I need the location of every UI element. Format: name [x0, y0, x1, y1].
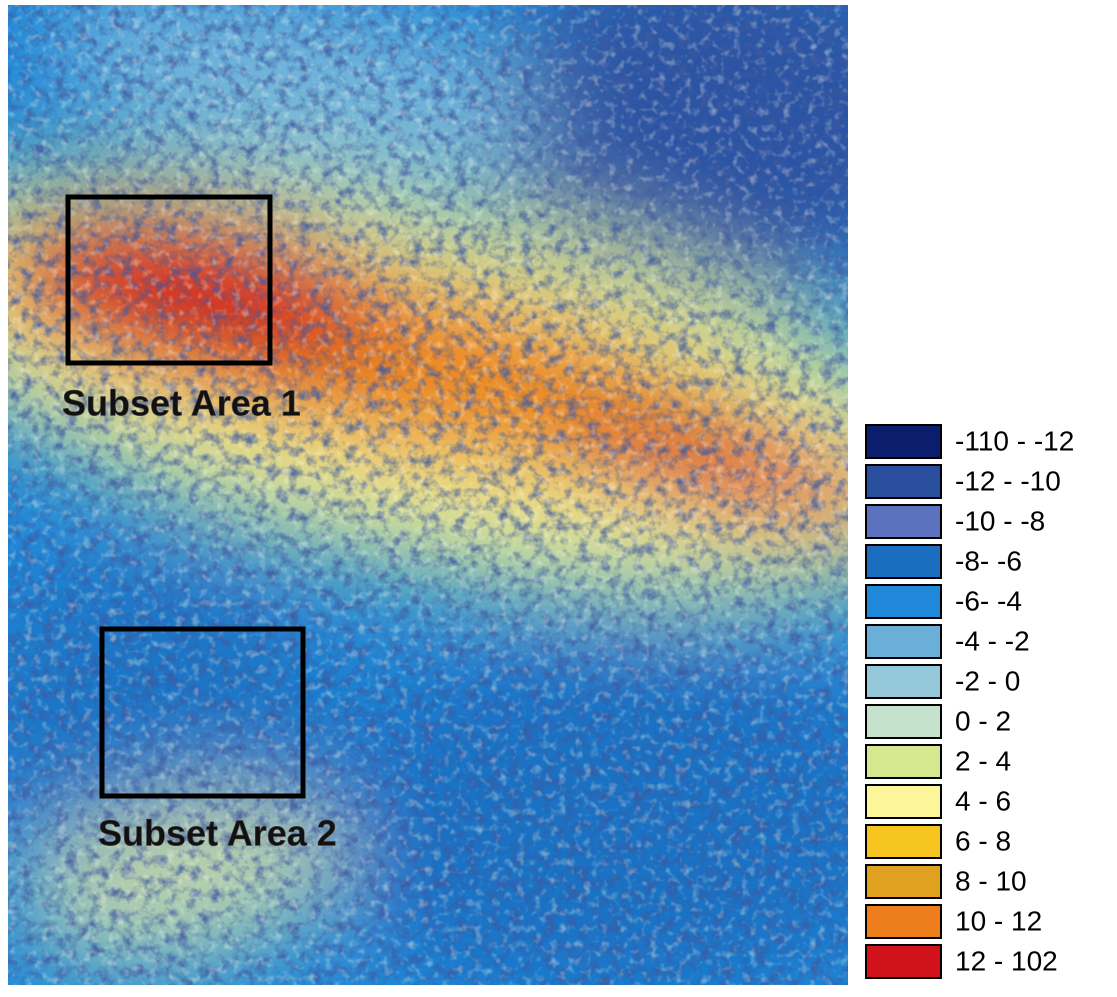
- subset-box: [65, 194, 273, 366]
- raster: [8, 5, 848, 985]
- legend-swatch: [865, 864, 942, 899]
- legend-label: -8- -6: [955, 545, 1022, 576]
- legend-swatch: [865, 664, 942, 699]
- legend-label: -4 - -2: [955, 625, 1030, 656]
- legend-swatch: [865, 464, 942, 499]
- legend-label: 6 - 8: [955, 825, 1011, 856]
- legend-label: -110 - -12: [955, 425, 1074, 456]
- legend-swatch: [865, 784, 942, 819]
- legend-swatch: [865, 744, 942, 779]
- legend-swatch: [865, 824, 942, 859]
- legend-label: 8 - 10: [955, 865, 1027, 896]
- legend-label: -6- -4: [955, 585, 1022, 616]
- legend-swatch: [865, 904, 942, 939]
- legend-label: -2 - 0: [955, 665, 1020, 696]
- legend-label: 4 - 6: [955, 785, 1011, 816]
- legend-swatch: [865, 704, 942, 739]
- legend-swatch: [865, 544, 942, 579]
- legend-swatch: [865, 504, 942, 539]
- legend-swatch: [865, 624, 942, 659]
- legend-label: 10 - 12: [955, 905, 1042, 936]
- legend-label: 2 - 4: [955, 745, 1011, 776]
- legend-label: 0 - 2: [955, 705, 1011, 736]
- legend-swatch: [865, 424, 942, 459]
- subset-box: [99, 626, 306, 799]
- legend-label: -10 - -8: [955, 505, 1045, 536]
- legend-label: 12 - 102: [955, 945, 1058, 976]
- legend-label: -12 - -10: [955, 465, 1061, 496]
- annotation: Subset Area 1: [62, 383, 301, 424]
- annotation: Subset Area 2: [98, 813, 337, 854]
- legend-swatch: [865, 944, 942, 979]
- legend: -110 - -12 -12 - -10 -10 - -8 -8- -6 -6- -4 -…: [865, 424, 1074, 979]
- legend-swatch: [865, 584, 942, 619]
- raster-texture: [8, 5, 848, 985]
